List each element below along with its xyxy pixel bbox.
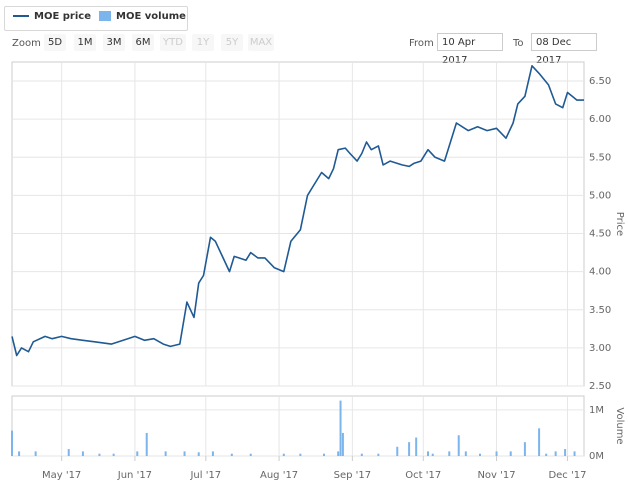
legend-item-price[interactable]: MOE price xyxy=(13,11,91,22)
volume-bar[interactable] xyxy=(564,449,567,456)
volume-bar[interactable] xyxy=(479,453,481,456)
volume-bar[interactable] xyxy=(408,442,411,456)
price-axis-title: Price xyxy=(614,212,625,236)
price-series-line[interactable] xyxy=(11,65,584,357)
x-tick-label: Jun '17 xyxy=(117,470,152,481)
volume-bar[interactable] xyxy=(545,453,548,456)
zoom-1y-button[interactable]: 1Y xyxy=(192,34,214,51)
zoom-ytd-button[interactable]: YTD xyxy=(160,34,186,51)
volume-tick-label: 1M xyxy=(589,405,604,416)
legend-price-label: MOE price xyxy=(34,11,91,22)
range-to-input[interactable]: 08 Dec 2017 xyxy=(531,33,597,66)
volume-bar[interactable] xyxy=(18,451,21,456)
volume-bar[interactable] xyxy=(249,453,252,456)
volume-bar[interactable] xyxy=(164,451,167,456)
volume-bar[interactable] xyxy=(323,453,325,456)
price-tick-label: 4.50 xyxy=(589,229,611,240)
x-tick-label: May '17 xyxy=(42,470,81,481)
volume-bar[interactable] xyxy=(427,451,429,456)
volume-bar[interactable] xyxy=(464,451,467,456)
volume-bar[interactable] xyxy=(509,451,512,456)
x-tick-label: Oct '17 xyxy=(405,470,441,481)
volume-bar[interactable] xyxy=(396,446,399,456)
volume-bar[interactable] xyxy=(282,453,285,456)
price-tick-label: 5.00 xyxy=(589,190,611,201)
x-tick-label: Aug '17 xyxy=(260,470,298,481)
volume-bar[interactable] xyxy=(523,442,526,456)
legend-volume-label: MOE volume xyxy=(116,11,186,22)
volume-bar[interactable] xyxy=(230,453,233,456)
legend: MOE price MOE volume xyxy=(4,6,188,31)
volume-bar[interactable] xyxy=(11,430,13,456)
zoom-5d-button[interactable]: 5D xyxy=(44,34,66,51)
price-pane: 2.50 3.00 3.50 4.00 4.50 5.00 5.50 6.00 6.50 Pric… xyxy=(11,61,625,392)
volume-bar[interactable] xyxy=(573,451,576,456)
x-tick-label: Jul '17 xyxy=(189,470,221,481)
price-tick-label: 4.00 xyxy=(589,267,611,278)
price-tick-label: 2.50 xyxy=(589,381,611,392)
legend-item-volume[interactable]: MOE volume xyxy=(99,11,186,22)
bar-series-icon xyxy=(99,11,111,21)
volume-bar[interactable] xyxy=(554,451,557,456)
x-axis: May '17 Jun '17 Jul '17 Aug '17 Sep '17 Oct '… xyxy=(42,456,586,481)
volume-bar[interactable] xyxy=(415,437,418,456)
volume-bar[interactable] xyxy=(98,453,101,456)
price-tick-label: 3.50 xyxy=(589,305,611,316)
price-tick-label: 5.50 xyxy=(589,152,611,163)
volume-bar[interactable] xyxy=(136,451,139,456)
volume-tick-label: 0M xyxy=(589,451,604,462)
volume-pane: 0M 1M Volume xyxy=(11,395,625,462)
line-series-icon xyxy=(13,15,29,17)
volume-bar[interactable] xyxy=(112,453,115,456)
x-tick-label: Dec '17 xyxy=(548,470,586,481)
price-tick-label: 3.00 xyxy=(589,343,611,354)
range-from-label: From xyxy=(409,38,434,49)
volume-bar[interactable] xyxy=(67,449,70,456)
price-tick-label: 6.50 xyxy=(589,76,611,87)
volume-bar[interactable] xyxy=(339,400,342,456)
price-plot-border xyxy=(11,61,585,387)
range-from-input[interactable]: 10 Apr 2017 xyxy=(437,33,503,66)
volume-bar[interactable] xyxy=(495,451,498,456)
zoom-5y-button[interactable]: 5Y xyxy=(221,34,243,51)
volume-bar[interactable] xyxy=(360,453,363,456)
volume-bar[interactable] xyxy=(197,452,200,456)
volume-bar[interactable] xyxy=(377,453,380,456)
volume-bar[interactable] xyxy=(299,453,302,456)
volume-plot-border xyxy=(11,395,585,457)
range-to-label: To xyxy=(513,38,524,49)
volume-bar[interactable] xyxy=(81,451,84,456)
price-tick-label: 6.00 xyxy=(589,114,611,125)
volume-bar[interactable] xyxy=(431,453,434,456)
zoom-1m-button[interactable]: 1M xyxy=(74,34,96,51)
volume-bar[interactable] xyxy=(183,451,186,456)
volume-bar[interactable] xyxy=(341,432,344,456)
volume-bar[interactable] xyxy=(538,428,541,456)
zoom-3m-button[interactable]: 3M xyxy=(103,34,125,51)
volume-bar[interactable] xyxy=(34,451,37,456)
volume-bar[interactable] xyxy=(337,451,340,456)
zoom-label: Zoom xyxy=(12,38,41,49)
volume-bar[interactable] xyxy=(145,432,148,456)
zoom-max-button[interactable]: MAX xyxy=(248,34,274,51)
volume-bar[interactable] xyxy=(457,435,460,456)
volume-bar[interactable] xyxy=(448,451,451,456)
zoom-6m-button[interactable]: 6M xyxy=(132,34,154,51)
volume-bar[interactable] xyxy=(211,451,214,456)
x-tick-label: Nov '17 xyxy=(477,470,515,481)
x-tick-label: Sep '17 xyxy=(334,470,372,481)
volume-axis-title: Volume xyxy=(614,407,625,444)
